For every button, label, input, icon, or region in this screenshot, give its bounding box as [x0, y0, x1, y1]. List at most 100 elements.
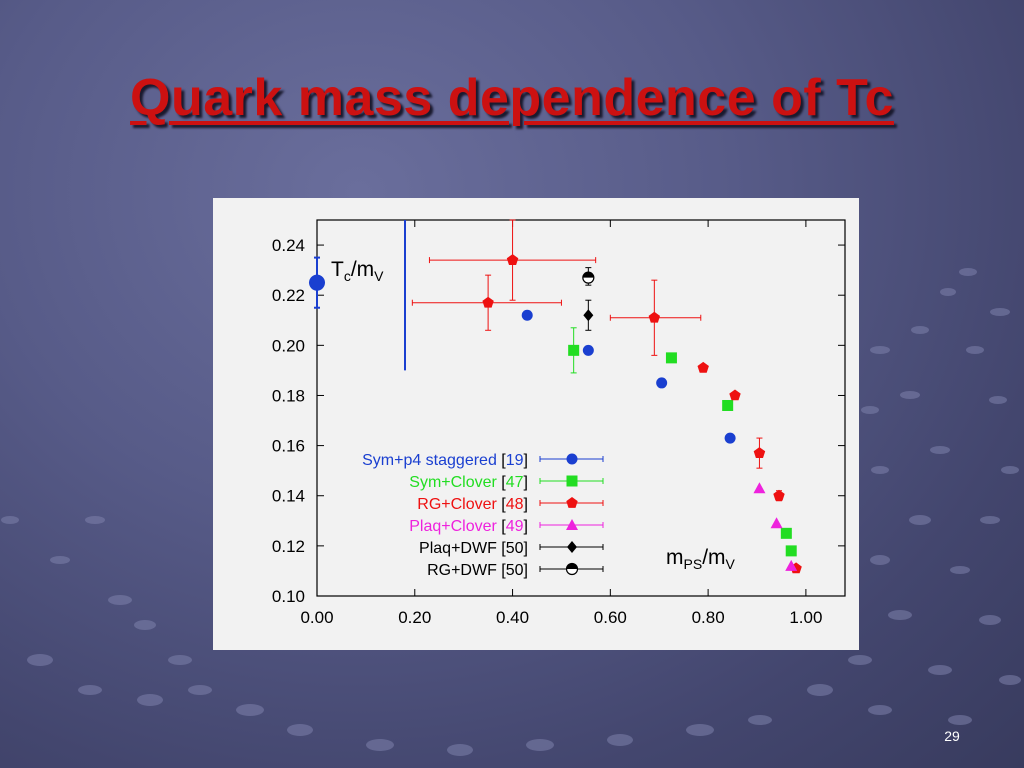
- y-tick-label: 0.24: [272, 236, 305, 255]
- y-tick-label: 0.14: [272, 487, 305, 506]
- decoration-dot: [948, 715, 972, 725]
- legend-label: Sym+p4 staggered [19]: [362, 452, 528, 469]
- decoration-dot: [868, 705, 892, 715]
- decoration-dot: [807, 684, 833, 696]
- marker-circle: [566, 453, 578, 465]
- data-point: [309, 256, 325, 309]
- decoration-dot: [27, 654, 53, 666]
- series-rg-dwf: [582, 267, 595, 286]
- decoration-dot: [168, 655, 192, 665]
- decoration-dot: [966, 346, 984, 354]
- series-plaq-clover: [753, 482, 798, 571]
- y-tick-label: 0.12: [272, 537, 305, 556]
- marker-square: [566, 475, 578, 487]
- marker-half-circle-top: [566, 563, 578, 569]
- decoration-dot: [999, 675, 1021, 685]
- decoration-dot: [900, 391, 920, 399]
- legend-entry: Plaq+Clover [49]: [409, 518, 604, 535]
- decoration-dot: [1001, 466, 1019, 474]
- marker-triangle: [785, 559, 798, 571]
- series-sym-clover: [568, 327, 797, 557]
- data-point: [583, 299, 594, 331]
- decoration-dot: [928, 665, 952, 675]
- marker-pentagon: [753, 447, 766, 458]
- decoration-dot: [870, 555, 890, 565]
- decoration-dot: [940, 288, 956, 296]
- decoration-dot: [134, 620, 156, 630]
- data-point: [568, 327, 580, 374]
- data-point: [753, 482, 766, 494]
- marker-half-circle-top: [582, 272, 594, 278]
- marker-diamond: [567, 541, 577, 553]
- decoration-dot: [447, 744, 473, 756]
- data-point: [753, 437, 766, 469]
- decoration-dot: [989, 396, 1007, 404]
- data-point: [780, 527, 792, 539]
- legend-label: RG+DWF [50]: [427, 562, 528, 579]
- marker-circle: [656, 377, 668, 389]
- decoration-dot: [607, 734, 633, 746]
- chart-panel: 0.00 0.20 0.40 0.60 0.80 1.00 0.10 0.12 0.14 0.16…: [213, 198, 859, 650]
- decoration-dot: [950, 566, 970, 574]
- x-tick-label: 1.00: [789, 608, 822, 627]
- y-tick-label: 0.22: [272, 286, 305, 305]
- decoration-dot: [990, 308, 1010, 316]
- x-tick-label: 0.80: [692, 608, 725, 627]
- decoration-dot: [686, 724, 714, 736]
- decoration-dot: [137, 694, 163, 706]
- decoration-dot: [861, 406, 879, 414]
- slide-number: 29: [944, 728, 960, 744]
- x-axis-label: mPS/mV: [666, 546, 736, 572]
- y-axis-label: Tc/mV: [331, 258, 384, 284]
- data-point: [724, 432, 736, 444]
- marker-triangle: [753, 482, 766, 494]
- decoration-dot: [526, 739, 554, 751]
- marker-pentagon: [482, 296, 494, 308]
- decoration-dot: [78, 685, 102, 695]
- decoration-dot: [911, 326, 929, 334]
- decoration-dot: [980, 516, 1000, 524]
- series-plaq-dwf: [583, 299, 594, 331]
- marker-triangle: [770, 517, 783, 529]
- legend-entry: RG+Clover [48]: [417, 496, 604, 513]
- data-point: [773, 489, 785, 502]
- plot-frame: [316, 219, 846, 597]
- scatter-chart: 0.00 0.20 0.40 0.60 0.80 1.00 0.10 0.12 0.14 0.16…: [272, 219, 846, 627]
- decoration-dot: [748, 715, 772, 725]
- data-point: [722, 399, 734, 411]
- data-point: [428, 219, 597, 301]
- marker-pentagon: [566, 497, 578, 508]
- decoration-dot: [848, 655, 872, 665]
- data-point: [656, 377, 668, 389]
- data-point: [770, 517, 783, 529]
- legend-label: Plaq+DWF [50]: [419, 540, 528, 557]
- y-tick-label: 0.16: [272, 437, 305, 456]
- marker-triangle: [566, 519, 578, 530]
- marker-diamond: [583, 309, 594, 322]
- legend-entry: Sym+p4 staggered [19]: [362, 452, 604, 469]
- legend-entry: Plaq+DWF [50]: [419, 540, 604, 557]
- data-point: [609, 279, 702, 356]
- y-tick-label: 0.18: [272, 386, 305, 405]
- decoration-dot: [50, 556, 70, 564]
- decoration-dot: [366, 739, 394, 751]
- data-point: [697, 361, 709, 373]
- data-point: [582, 344, 594, 356]
- marker-square: [780, 527, 792, 539]
- data-point: [785, 559, 798, 571]
- decoration-dot: [870, 346, 890, 354]
- marker-pentagon: [506, 254, 519, 265]
- marker-square: [665, 352, 677, 364]
- x-tick-label: 0.40: [496, 608, 529, 627]
- data-point: [411, 274, 562, 331]
- marker-pentagon: [773, 489, 785, 501]
- marker-square: [722, 399, 734, 411]
- decoration-dot: [188, 685, 212, 695]
- decoration-dot: [108, 595, 132, 605]
- x-tick-label: 0.00: [300, 608, 333, 627]
- marker-pentagon: [729, 389, 741, 401]
- legend-entry: Sym+Clover [47]: [409, 474, 604, 491]
- decoration-dot: [888, 610, 912, 620]
- decoration-dot: [236, 704, 264, 716]
